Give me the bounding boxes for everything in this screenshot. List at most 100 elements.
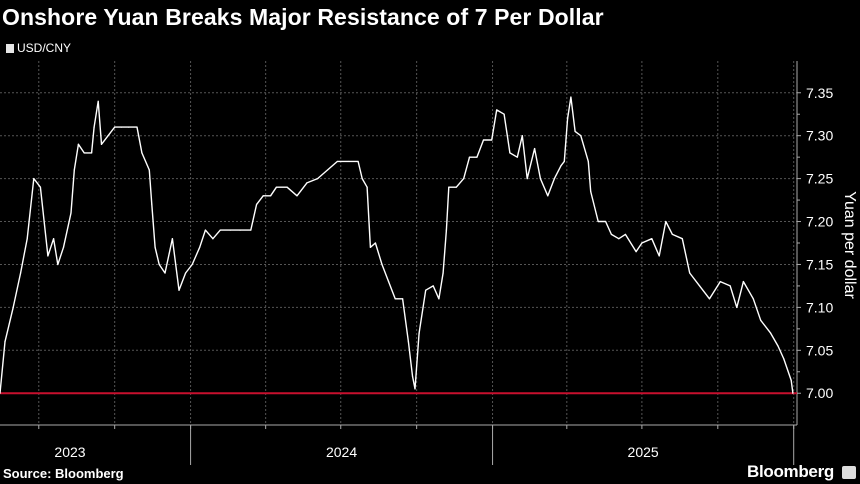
data-point — [361, 178, 363, 180]
data-point — [455, 186, 457, 188]
data-point — [39, 186, 42, 188]
data-point — [347, 160, 349, 163]
data-point — [547, 195, 549, 197]
data-point — [77, 143, 79, 145]
data-point — [699, 285, 701, 287]
data-point — [752, 298, 754, 300]
data-point — [665, 220, 667, 223]
data-point — [509, 152, 511, 154]
data-point — [534, 147, 536, 150]
chart-icon — [842, 466, 856, 479]
data-point — [171, 238, 174, 240]
data-point — [141, 152, 143, 154]
data-point — [491, 139, 493, 141]
data-point — [769, 332, 772, 334]
y-tick-label: 7.30 — [806, 128, 833, 144]
data-point — [394, 298, 396, 300]
data-point — [760, 319, 762, 321]
bloomberg-logo: Bloomberg — [746, 462, 834, 481]
data-point — [610, 233, 612, 236]
data-point — [107, 135, 109, 137]
data-point — [26, 238, 28, 240]
data-point — [199, 246, 201, 248]
y-tick-label: 7.05 — [806, 342, 833, 358]
data-point — [204, 229, 207, 231]
data-point — [306, 182, 308, 184]
data-point — [618, 238, 620, 240]
data-point — [574, 130, 576, 132]
data-point — [590, 190, 592, 193]
y-tick-label: 7.25 — [806, 171, 833, 187]
y-tick-label: 7.00 — [806, 385, 833, 401]
data-point — [777, 345, 779, 347]
y-tick-label: 7.20 — [806, 214, 833, 230]
data-point — [448, 186, 450, 188]
data-point — [438, 298, 440, 300]
data-point — [154, 246, 156, 248]
data-point — [624, 233, 626, 236]
data-point — [526, 178, 528, 180]
data-point — [604, 220, 607, 223]
data-point — [442, 272, 444, 274]
data-point — [482, 139, 485, 141]
y-axis-label: Yuan per dollar — [841, 191, 858, 299]
x-tick-label: 2025 — [628, 444, 659, 460]
data-point — [651, 238, 653, 240]
data-point — [219, 229, 221, 231]
data-point — [317, 178, 319, 180]
x-tick-label: 2024 — [326, 444, 357, 460]
series-line-usd-cny — [0, 96, 794, 394]
data-point — [790, 379, 792, 381]
data-point — [587, 160, 589, 163]
data-point — [783, 358, 785, 360]
data-point — [70, 212, 72, 214]
data-point — [539, 178, 542, 180]
data-point — [689, 272, 691, 274]
data-point — [275, 186, 277, 188]
data-point — [463, 178, 465, 180]
y-tick-label: 7.15 — [806, 256, 833, 272]
data-point — [239, 229, 241, 231]
data-point — [296, 195, 298, 197]
data-point — [387, 281, 390, 283]
data-point — [12, 306, 14, 308]
data-point — [178, 289, 180, 291]
data-point — [53, 238, 55, 240]
data-point — [4, 341, 6, 343]
data-point — [357, 160, 359, 163]
data-point — [445, 229, 447, 231]
data-point — [262, 195, 264, 197]
data-point — [73, 169, 75, 171]
data-point — [411, 375, 414, 377]
data-point — [476, 156, 478, 158]
legend-swatch — [6, 43, 14, 53]
legend-label: USD/CNY — [17, 41, 72, 55]
data-point — [792, 392, 794, 394]
data-point — [20, 272, 22, 274]
data-point — [0, 392, 1, 394]
data-point — [671, 233, 674, 236]
data-point — [418, 332, 420, 334]
data-point — [326, 169, 329, 171]
y-tick-label: 7.10 — [806, 299, 833, 315]
data-point — [425, 289, 427, 291]
data-point — [286, 186, 288, 188]
legend: USD/CNY — [6, 41, 71, 55]
data-point — [148, 169, 150, 171]
data-point — [229, 229, 231, 231]
data-point — [402, 298, 404, 300]
data-point — [336, 160, 339, 163]
data-point — [635, 250, 637, 253]
data-point — [681, 238, 683, 240]
data-point — [374, 242, 376, 244]
data-point — [62, 246, 65, 248]
data-point — [719, 281, 721, 283]
data-point — [742, 281, 744, 283]
data-point — [381, 263, 383, 266]
data-point — [57, 263, 59, 266]
data-point — [658, 255, 660, 257]
x-tick-label: 2023 — [54, 444, 85, 460]
data-point — [553, 178, 556, 180]
data-point — [185, 272, 187, 274]
